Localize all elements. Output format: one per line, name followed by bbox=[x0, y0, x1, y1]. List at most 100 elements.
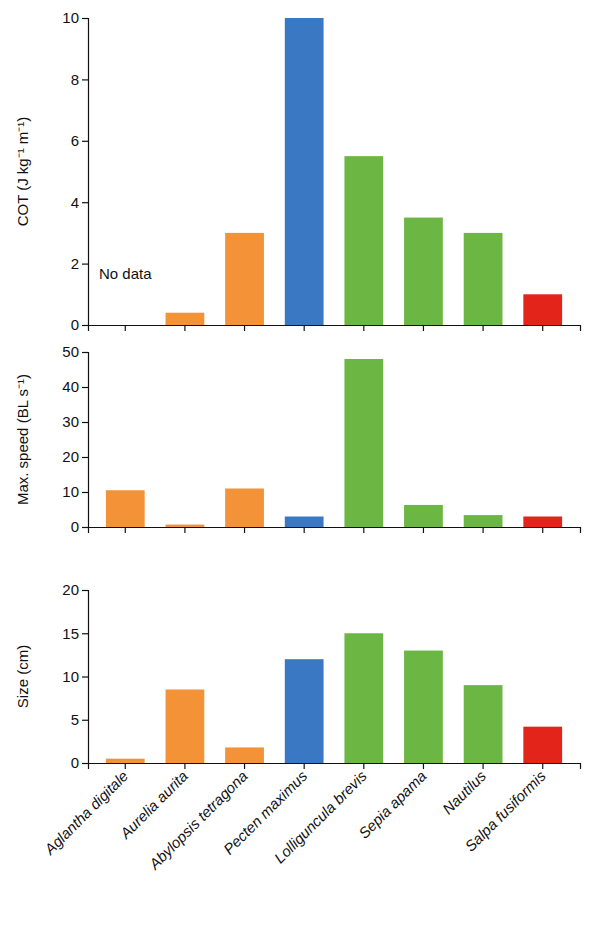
y-tick: 20 bbox=[62, 581, 88, 598]
tick-mark bbox=[184, 325, 185, 331]
y-axis-line bbox=[82, 19, 89, 326]
tick-mark bbox=[82, 202, 88, 203]
x-tick bbox=[363, 527, 364, 533]
tick-mark bbox=[304, 325, 305, 331]
tick-label: 20 bbox=[62, 448, 79, 465]
tick-mark bbox=[542, 527, 543, 533]
y-tick: 20 bbox=[62, 448, 88, 465]
tick-label: 40 bbox=[62, 378, 79, 395]
y-tick: 4 bbox=[71, 194, 88, 211]
tick-mark bbox=[82, 676, 88, 677]
x-tick bbox=[244, 527, 245, 533]
x-tick bbox=[483, 527, 484, 533]
tick-mark bbox=[82, 18, 88, 19]
tick-label: 50 bbox=[62, 343, 79, 360]
tick-mark bbox=[82, 352, 88, 353]
panel: 05101520Aglantha digitaleAurelia auritaA… bbox=[14, 581, 581, 873]
tick-mark bbox=[125, 325, 126, 331]
tick-mark bbox=[304, 763, 305, 769]
tick-label: 0 bbox=[71, 518, 79, 535]
tick-mark bbox=[82, 141, 88, 142]
axis-title: Max. speed (BL s⁻¹) bbox=[14, 374, 31, 505]
y-axis-line bbox=[82, 591, 89, 764]
y-tick: 10 bbox=[62, 9, 88, 26]
bar bbox=[166, 689, 205, 763]
tick-label: Lolliguncula brevis bbox=[271, 767, 371, 867]
tick-label: Abylopsis tetragona bbox=[145, 767, 251, 873]
tick-label: 20 bbox=[62, 581, 79, 598]
bar bbox=[106, 490, 145, 527]
bar bbox=[404, 505, 443, 527]
x-tick bbox=[184, 527, 185, 533]
tick-mark bbox=[82, 264, 88, 265]
y-tick: 0 bbox=[71, 754, 88, 771]
bar bbox=[523, 517, 562, 528]
axis-title: Size (cm) bbox=[14, 645, 31, 708]
tick-label: 10 bbox=[62, 668, 79, 685]
bar bbox=[523, 727, 562, 763]
bar bbox=[166, 313, 205, 325]
x-tick: Salpa fusiformis bbox=[461, 763, 549, 855]
bar bbox=[285, 659, 324, 763]
bar bbox=[166, 525, 205, 527]
x-tick bbox=[125, 527, 126, 533]
x-tick bbox=[363, 325, 364, 331]
y-tick: 8 bbox=[71, 71, 88, 88]
tick-label: 0 bbox=[71, 754, 79, 771]
x-tick: Sepia apama bbox=[355, 763, 430, 842]
bar bbox=[225, 233, 264, 325]
bar bbox=[225, 489, 264, 528]
tick-mark bbox=[482, 763, 483, 769]
x-tick: Abylopsis tetragona bbox=[145, 763, 251, 873]
tick-label: 0 bbox=[71, 316, 79, 333]
x-axis-line bbox=[89, 764, 581, 770]
tick-mark bbox=[542, 325, 543, 331]
tick-mark bbox=[423, 325, 424, 331]
bars bbox=[106, 633, 562, 763]
tick-label: Nautilus bbox=[439, 767, 490, 818]
tick-label: 30 bbox=[62, 413, 79, 430]
tick-mark bbox=[82, 79, 88, 80]
tick-mark bbox=[244, 325, 245, 331]
axis-title: COT (J kg⁻¹ m⁻¹) bbox=[14, 117, 31, 227]
bar bbox=[344, 156, 383, 325]
tick-mark bbox=[542, 763, 543, 769]
bar bbox=[344, 359, 383, 527]
tick-mark bbox=[244, 527, 245, 533]
bar bbox=[225, 747, 264, 763]
panel: No data0246810COT (J kg⁻¹ m⁻¹) bbox=[14, 9, 581, 333]
tick-mark bbox=[82, 527, 88, 528]
bar bbox=[404, 218, 443, 325]
y-tick: 10 bbox=[62, 668, 88, 685]
bar bbox=[106, 759, 145, 763]
x-tick bbox=[483, 325, 484, 331]
x-tick bbox=[542, 527, 543, 533]
y-tick: 2 bbox=[71, 255, 88, 272]
x-tick bbox=[244, 325, 245, 331]
tick-label: Aglantha digitale bbox=[40, 767, 131, 858]
bar bbox=[523, 294, 562, 325]
tick-mark bbox=[125, 763, 126, 769]
x-tick bbox=[423, 325, 424, 331]
tick-mark bbox=[423, 527, 424, 533]
x-tick bbox=[304, 325, 305, 331]
y-tick: 10 bbox=[62, 483, 88, 500]
tick-mark bbox=[184, 763, 185, 769]
y-tick: 0 bbox=[71, 316, 88, 333]
figure: No data0246810COT (J kg⁻¹ m⁻¹)0102030405… bbox=[0, 0, 592, 933]
bar bbox=[464, 515, 503, 527]
tick-label: 10 bbox=[62, 9, 79, 26]
tick-label: 15 bbox=[62, 625, 79, 642]
x-tick bbox=[125, 325, 126, 331]
tick-mark bbox=[304, 527, 305, 533]
tick-mark bbox=[125, 527, 126, 533]
tick-mark bbox=[363, 527, 364, 533]
tick-mark bbox=[363, 763, 364, 769]
tick-mark bbox=[82, 422, 88, 423]
bar bbox=[285, 18, 324, 325]
tick-label: 8 bbox=[71, 71, 79, 88]
x-axis-line bbox=[89, 326, 581, 332]
tick-label: 6 bbox=[71, 132, 79, 149]
tick-label: Sepia apama bbox=[355, 767, 430, 842]
tick-mark bbox=[482, 325, 483, 331]
